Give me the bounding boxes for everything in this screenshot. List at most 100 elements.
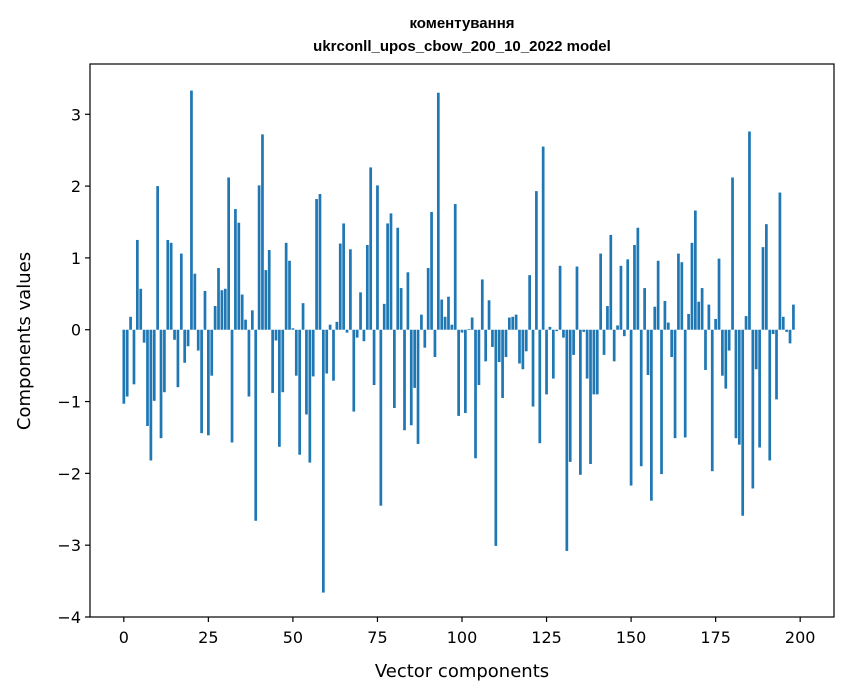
bar-163	[673, 329, 677, 439]
bar-139	[592, 329, 596, 395]
chart-title-line2: ukrconll_upos_cbow_200_10_2022 model	[313, 38, 611, 55]
x-tick-label: 200	[785, 628, 816, 647]
bar-60	[325, 329, 329, 374]
bar-113	[504, 329, 508, 358]
bar-80	[393, 329, 396, 409]
bar-182	[737, 329, 741, 445]
bar-108	[487, 300, 491, 330]
bar-16	[176, 329, 180, 388]
bar-123	[538, 329, 542, 444]
y-axis-ticks: −4 −3 −2 −1 0 1 2 3	[57, 105, 90, 627]
bar-166	[683, 329, 687, 438]
bar-87	[416, 329, 420, 444]
x-tick-label: 50	[283, 628, 303, 647]
bar-107	[484, 329, 488, 362]
bar-102	[467, 329, 471, 330]
bar-3	[132, 329, 136, 385]
bar-112	[501, 329, 504, 398]
bar-97	[450, 324, 454, 330]
bar-50	[291, 328, 295, 330]
bar-118	[521, 329, 525, 370]
bar-24	[203, 290, 207, 330]
bar-126	[548, 326, 552, 330]
bar-29	[220, 290, 224, 330]
bar-65	[342, 223, 345, 330]
bar-85	[409, 329, 413, 426]
x-tick-label: 175	[700, 628, 731, 647]
bar-9	[152, 329, 156, 401]
bar-140	[595, 329, 599, 395]
bar-76	[379, 329, 383, 506]
bar-45	[274, 329, 278, 341]
bar-22	[196, 329, 200, 351]
bar-68	[352, 329, 356, 412]
bar-7	[146, 329, 149, 426]
y-tick-label: 3	[71, 105, 81, 124]
bar-89	[423, 329, 427, 348]
bar-25	[207, 329, 210, 436]
bar-11	[159, 329, 163, 439]
bar-82	[399, 288, 403, 330]
bar-2	[129, 316, 132, 330]
bar-74	[372, 329, 376, 386]
bar-61	[328, 324, 332, 330]
bar-174	[710, 329, 714, 472]
bar-111	[497, 329, 501, 363]
bar-18	[183, 329, 187, 363]
bar-78	[386, 223, 389, 330]
bar-96	[447, 296, 450, 330]
bar-172	[704, 329, 707, 370]
bar-92	[433, 329, 437, 358]
bar-59	[321, 329, 325, 593]
bar-93	[436, 92, 440, 330]
bar-26	[210, 329, 214, 376]
chart-title-line1: коментування	[409, 15, 514, 32]
bar-47	[281, 329, 285, 393]
bar-70	[359, 292, 362, 330]
bar-42	[264, 270, 268, 330]
bar-158	[656, 260, 660, 330]
bar-116	[514, 314, 518, 330]
bar-44	[271, 329, 274, 393]
bar-197	[788, 329, 792, 344]
bar-154	[643, 288, 646, 330]
bar-177	[721, 329, 724, 376]
x-tick-label: 100	[447, 628, 478, 647]
bar-57	[315, 199, 318, 330]
bar-185	[748, 131, 751, 330]
bar-100	[460, 329, 464, 333]
bar-179	[727, 329, 731, 351]
bar-196	[785, 329, 789, 332]
bar-64	[338, 243, 342, 330]
bar-48	[284, 242, 288, 330]
bar-8	[149, 329, 153, 461]
bar-67	[349, 249, 352, 330]
bar-171	[700, 288, 704, 330]
bar-12	[163, 329, 166, 393]
bar-98	[453, 204, 457, 330]
bar-151	[633, 244, 636, 330]
bar-130	[562, 329, 565, 338]
bar-187	[754, 329, 758, 370]
bar-131	[565, 329, 569, 551]
bar-142	[602, 329, 606, 355]
bar-127	[551, 329, 555, 379]
bar-193	[775, 329, 778, 400]
bar-194	[778, 192, 782, 330]
bar-104	[474, 329, 477, 459]
bar-4	[135, 239, 139, 330]
bar-164	[677, 253, 680, 330]
bar-13	[166, 239, 170, 330]
bar-161	[666, 322, 670, 330]
bar-144	[609, 234, 613, 330]
bar-136	[582, 329, 586, 332]
bar-23	[200, 329, 203, 434]
bar-28	[217, 267, 220, 330]
bar-175	[714, 318, 717, 330]
bar-128	[555, 329, 559, 332]
y-tick-label: −1	[57, 393, 81, 412]
bar-110	[494, 329, 498, 546]
bar-106	[480, 279, 484, 330]
bar-83	[403, 329, 406, 431]
